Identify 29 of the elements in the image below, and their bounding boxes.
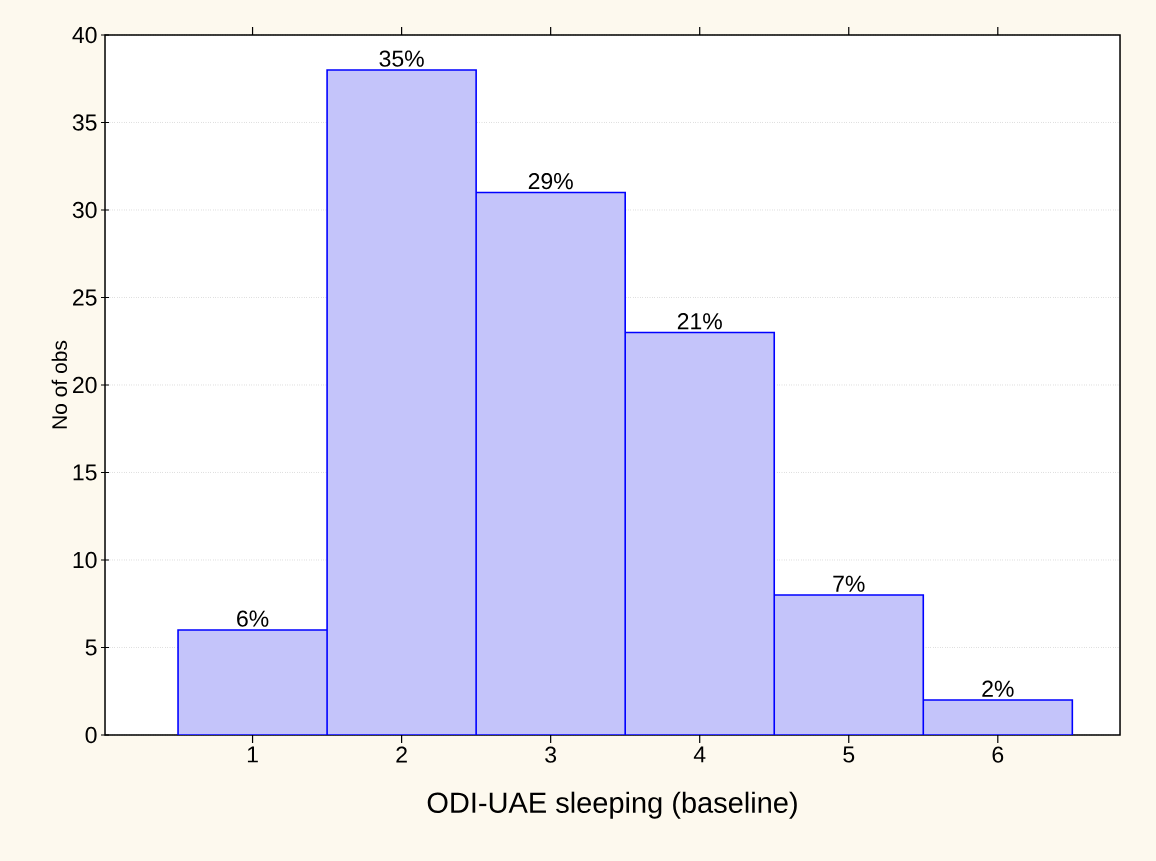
annotation: 35% (379, 50, 424, 67)
annotation: 6% (237, 610, 269, 627)
x-tick-label: 6 (992, 746, 1004, 763)
y-tick-label: 30 (72, 201, 97, 219)
x-tick-label: 3 (545, 746, 557, 763)
annotation: 29% (528, 173, 573, 190)
annotation: 2% (982, 680, 1014, 697)
x-tick-label: 5 (843, 746, 855, 763)
bar (178, 630, 328, 735)
annotation: 21% (677, 313, 722, 330)
y-axis-title: No of obs (51, 340, 68, 429)
bar (922, 699, 1074, 735)
bar (774, 595, 924, 735)
x-tick-label: 4 (693, 746, 706, 763)
y-tick-label: 0 (85, 726, 97, 744)
bar (625, 332, 775, 735)
y-tick-label: 25 (73, 289, 97, 306)
y-tick-label: 10 (73, 551, 97, 569)
x-axis-title: ODI-UAE sleeping (baseline) (427, 791, 797, 819)
y-tick-label: 35 (72, 114, 97, 131)
y-tick-label: 15 (73, 464, 97, 481)
bar (476, 192, 626, 735)
x-tick-label: 1 (247, 746, 258, 763)
y-tick-label: 5 (85, 639, 97, 656)
y-tick-label: 40 (72, 26, 97, 44)
annotation: 7% (833, 575, 865, 592)
bar (327, 70, 477, 735)
y-tick-label: 20 (73, 376, 97, 394)
x-tick-label: 2 (396, 746, 407, 763)
